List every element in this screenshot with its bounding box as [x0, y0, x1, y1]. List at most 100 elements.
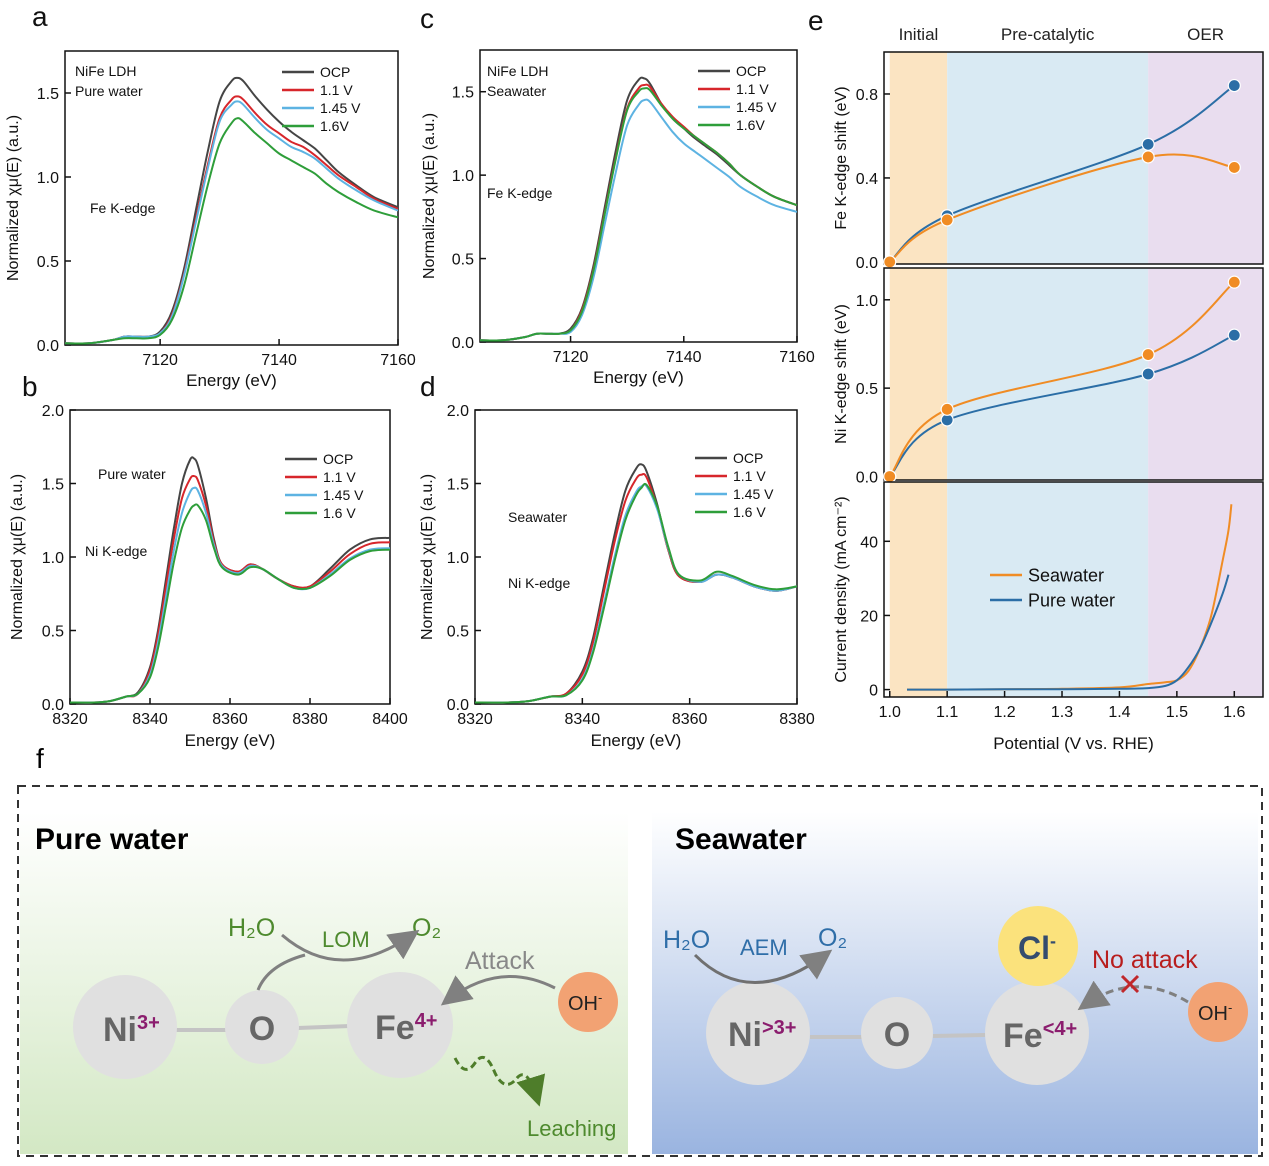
data-point [1227, 160, 1241, 175]
ni-label: Ni3+ [103, 1011, 160, 1049]
oh-label: OH- [1198, 1000, 1232, 1025]
bond [297, 1024, 351, 1030]
y-axis-label: Normalized χμ(E) (a.u.) [419, 474, 436, 640]
plot-frame [883, 267, 1264, 481]
o-label: O [884, 1016, 910, 1054]
y-axis-label: Fe K-edge shift (eV) [833, 86, 850, 229]
oh-label: OH- [568, 990, 602, 1015]
series-line [480, 87, 797, 342]
x-tick-label: 8320 [52, 711, 88, 728]
y-tick-label: 2.0 [447, 403, 469, 420]
data-point [1227, 328, 1241, 342]
y-tick-label: 1.5 [37, 86, 59, 103]
annotation: Seawater [487, 83, 546, 99]
element: OH [1198, 1003, 1228, 1025]
reaction-arrow [693, 949, 833, 984]
product: O₂ [818, 924, 847, 952]
attack-arrow [440, 975, 556, 1006]
region-label: OER [1187, 25, 1224, 44]
y-tick-label: 1.5 [452, 85, 474, 102]
annotation: Seawater [508, 509, 567, 525]
x-tick-label: 8380 [779, 711, 815, 728]
x-tick-label: 8360 [212, 711, 248, 728]
y-tick-label: 0.5 [42, 624, 64, 641]
x-tick-label: 1.1 [936, 704, 958, 721]
chart: 0.0 0.5 1.0 Ni K-edge shift (eV) [833, 267, 1264, 486]
leaching-arrow [453, 1055, 546, 1107]
y-tick-label: 1.0 [447, 550, 469, 567]
y-tick-label: 0.0 [42, 697, 64, 714]
region-label: Pre-catalytic [1001, 25, 1095, 44]
region-band [1148, 268, 1263, 480]
x-tick-label: 7120 [142, 352, 178, 369]
data-point [940, 213, 954, 227]
legend-label: 1.45 V [733, 486, 774, 502]
y-axis-label: Current density (mA cm⁻²) [833, 496, 850, 682]
x-axis-label: Energy (eV) [593, 368, 684, 387]
annotation: NiFe LDH [487, 63, 548, 79]
series-line [888, 334, 1235, 478]
plot-frame [883, 51, 1264, 265]
x-tick-label: 7160 [779, 349, 815, 366]
region-band [947, 482, 1149, 697]
x-tick-label: 1.6 [1223, 704, 1245, 721]
y-tick-label: 1.0 [452, 168, 474, 185]
series-line [70, 503, 390, 704]
series-line [65, 100, 398, 345]
x-tick-label: 1.4 [1108, 704, 1130, 721]
x-tick-label: 1.5 [1166, 704, 1188, 721]
series-line [480, 98, 797, 342]
y-tick-label: 0 [869, 683, 878, 700]
annotation: Ni K-edge [85, 543, 147, 559]
charge: <4+ [1043, 1018, 1077, 1040]
panel-label: e [808, 5, 824, 36]
y-tick-label: 0.0 [452, 335, 474, 352]
annotation: Fe K-edge [487, 185, 553, 201]
panel-label: d [420, 371, 436, 402]
y-tick-label: 1.0 [42, 550, 64, 567]
y-tick-label: 0.8 [856, 87, 878, 104]
legend-label: 1.6V [736, 117, 765, 133]
reaction-arrow [281, 929, 420, 962]
y-tick-label: 0.4 [856, 171, 878, 188]
legend-label: 1.6V [320, 118, 349, 134]
y-tick-label: 1.0 [856, 293, 878, 310]
data-point [1141, 137, 1155, 151]
fe-atom [985, 981, 1089, 1085]
series-line [889, 153, 1235, 263]
ni-label: Ni>3+ [728, 1016, 796, 1054]
data-point [1141, 347, 1155, 362]
series-line [475, 482, 797, 704]
element: Ni [728, 1016, 762, 1054]
y-tick-label: 0.5 [447, 624, 469, 641]
annotation: Ni K-edge [508, 575, 570, 591]
legend-label: OCP [733, 450, 763, 466]
reactant: H₂O [663, 926, 710, 954]
ni-atom [73, 975, 177, 1079]
fe-label: Fe4+ [375, 1009, 438, 1047]
element: OH [568, 993, 598, 1015]
y-tick-label: 1.0 [37, 170, 59, 187]
region-band [947, 268, 1149, 480]
data-point [940, 402, 954, 416]
x-axis-label: Energy (eV) [186, 371, 277, 390]
legend-label: 1.1 V [736, 81, 769, 97]
annotation: Fe K-edge [90, 200, 156, 216]
charge: >3+ [762, 1017, 796, 1039]
chart: 0.0 0.5 1.0 1.5 2.0 8320 8340 8360 8380 Energy (e… [419, 371, 815, 750]
x-tick-label: 1.2 [993, 704, 1015, 721]
chart: 0.0 0.5 1.0 1.5 2.0 8320 8340 8360 8380 8400 Energ… [9, 371, 408, 750]
chart: 0 20 40 1.0 1.1 1.2 1.3 1.4 1.5 1.6 Potential (V v… [833, 481, 1264, 753]
oh-ion [1188, 982, 1248, 1042]
x-tick-label: 7120 [553, 349, 589, 366]
legend-label: OCP [323, 451, 353, 467]
y-tick-label: 1.5 [42, 477, 64, 494]
annotation: Pure water [98, 466, 166, 482]
x-tick-label: 8340 [132, 711, 168, 728]
legend-label: 1.1 V [323, 469, 356, 485]
cl-ion [998, 906, 1078, 986]
region-band [947, 52, 1149, 264]
y-axis-label: Ni K-edge shift (eV) [833, 304, 850, 444]
o-atom [225, 990, 299, 1064]
y-axis-label: Normalized χμ(E) (a.u.) [9, 474, 26, 640]
